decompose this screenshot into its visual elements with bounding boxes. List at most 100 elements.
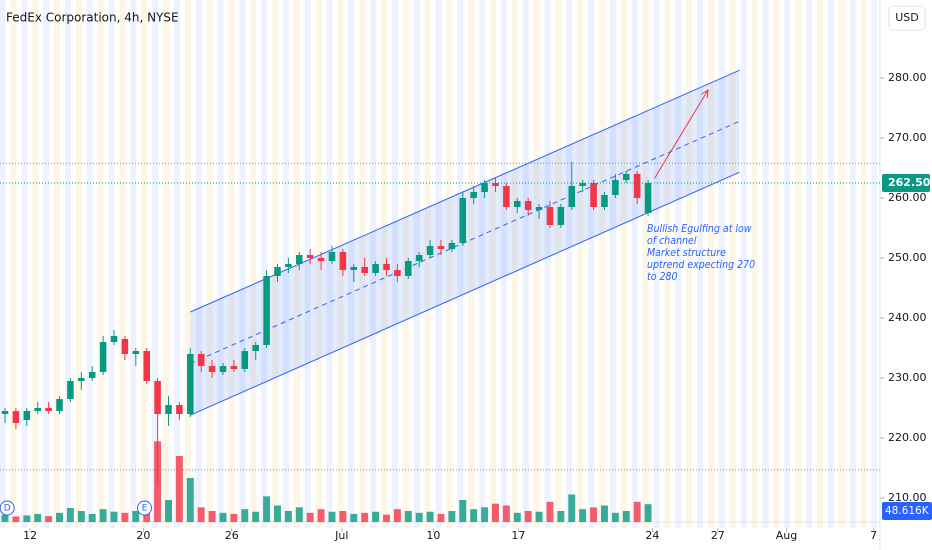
candle-body [622,174,630,180]
volume-bar [328,511,336,522]
stripe [609,0,616,528]
x-tick-label: Jul [334,529,348,542]
x-tick-label: 26 [225,529,239,542]
candle-body [12,411,20,423]
price-label-box [882,174,930,192]
stripe [119,0,126,528]
volume-bar [372,511,380,522]
volume-bar [295,507,303,522]
volume-bar [524,511,532,522]
volume-bar [535,511,543,522]
currency-button[interactable] [888,5,926,31]
stripe [631,0,638,528]
candle-body [361,267,368,273]
stripe [718,0,725,528]
candle-body [154,381,161,414]
stripe [195,0,202,528]
volume-bar [513,512,521,522]
volume-bar [426,511,434,522]
candle-body [350,267,358,270]
stripe [566,0,573,528]
volume-bar [502,505,510,522]
volume-bar [546,501,554,522]
stripe [599,0,606,528]
candle-body [405,261,412,276]
candle-body [263,276,270,345]
stripe [152,0,159,528]
stripe [206,0,213,528]
y-tick-label: 280.00 [888,71,927,84]
stripe [32,0,39,528]
x-tick-label: 7 [870,529,877,542]
volume-bar [12,516,20,522]
stripe [359,0,366,528]
volume-bar [306,512,314,522]
candle-body [514,201,521,207]
stripe [708,0,715,528]
candle-body [459,198,467,243]
stripe [435,0,442,528]
stripe [315,0,322,528]
annotation: uptrend expecting 270 [647,259,755,271]
candle-body [481,183,488,192]
candle-body [67,381,74,399]
stripe [457,0,464,528]
stripe [762,0,769,528]
volume-bar [437,513,445,522]
x-tick-label: Aug [776,529,797,542]
stripe [108,0,115,528]
stripe [740,0,747,528]
volume-bar [481,507,489,522]
stripe [490,0,497,528]
candle-body [110,336,118,342]
volume-bar [121,512,129,522]
y-tick-label: 250.00 [888,251,927,264]
stripe [304,0,311,528]
stripe [511,0,518,528]
volume-bar [66,508,74,522]
volume-bar [350,513,358,522]
volume-label-box [882,502,932,520]
volume-bar [45,516,53,522]
volume-bar [132,511,140,522]
stripe [228,0,235,528]
annotation: to 280 [647,271,678,283]
stripe [827,0,834,528]
candle-body [197,354,205,366]
stripe [860,0,867,528]
stripe [664,0,671,528]
volume-bar [600,505,608,522]
candle-body [339,252,347,270]
candle-body [546,207,554,225]
stripe [21,0,28,528]
x-tick-label: 17 [511,529,525,542]
currency[interactable]: USD [895,11,919,24]
stripe [849,0,856,528]
candle-body [644,183,652,213]
candle-body [470,192,477,198]
volume-bar [448,511,456,522]
stripe [806,0,813,528]
stripe [184,0,191,528]
volume-bar [633,501,641,522]
volume-bar [252,511,260,522]
volume-bar [590,507,598,522]
candle-body [88,372,96,378]
volume-bar [241,509,249,522]
volume-bar [568,494,576,522]
candle-body [143,351,150,381]
price-label: 262.50 [888,176,931,189]
arrow-line [654,89,709,179]
stripe [141,0,148,528]
candle-body [503,186,510,207]
x-tick-label: 10 [426,529,440,542]
stripe [424,0,431,528]
candle-body [285,264,292,267]
candle-body [23,411,31,420]
candle-body [78,378,85,381]
stripe [817,0,823,528]
volume-bar [34,513,42,522]
y-tick-label: 230.00 [888,371,927,384]
volume-bar [317,509,325,522]
stripe [75,0,82,528]
